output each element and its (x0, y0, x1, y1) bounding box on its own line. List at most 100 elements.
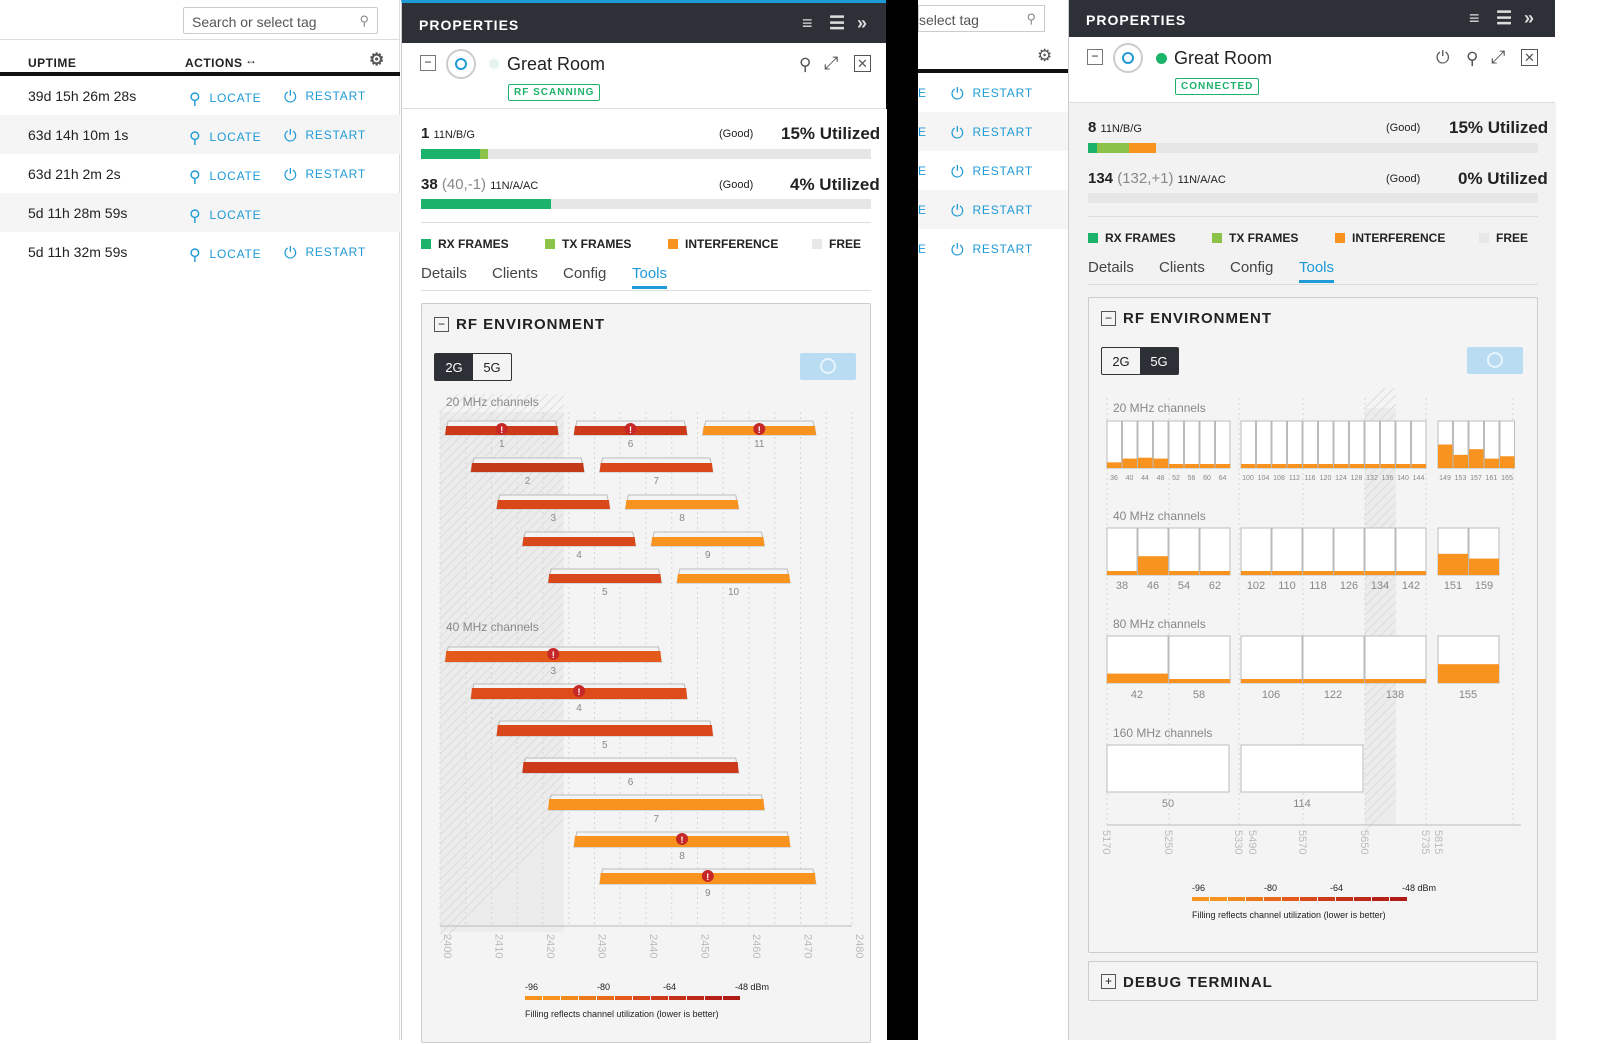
label-80mhz: 80 MHz channels (1113, 617, 1206, 631)
channel-label: 149 (1439, 475, 1451, 482)
table-row-bg[interactable]: E ⏻ RESTART (918, 229, 1068, 268)
tab-config-2[interactable]: Config (1230, 259, 1274, 276)
menu-icon-2[interactable]: ☰ (1496, 8, 1514, 28)
restart-action-bg[interactable]: ⏻ RESTART (951, 164, 1033, 181)
band-2g-button-2[interactable]: 2G (1112, 354, 1130, 369)
collapse-icon[interactable]: − (420, 55, 436, 71)
hatch-line (1364, 601, 1397, 634)
channel-label: 132 (1366, 475, 1378, 482)
collapse-panel-icon-2[interactable]: » (1524, 8, 1536, 28)
radio-5g-quality-2: (Good) (1386, 173, 1421, 185)
locate-action[interactable]: ⚲ LOCATE (189, 91, 262, 108)
col-actions[interactable]: ACTIONS (185, 56, 243, 70)
rf-environment-box-2: − RF ENVIRONMENT 2G 5G 20 MHz channels 36 4… (1088, 297, 1538, 953)
scale-swatch (1372, 897, 1389, 901)
tab-clients-2[interactable]: Clients (1159, 259, 1205, 276)
expand-icon-2[interactable]: ⤢ (1491, 47, 1506, 67)
channel-outline (1395, 527, 1427, 576)
restart-action[interactable]: ⏻ RESTART (284, 128, 366, 145)
restart-action-bg[interactable]: ⏻ RESTART (951, 86, 1033, 103)
column-settings-icon-bg[interactable]: ⚙ (1037, 46, 1053, 65)
expand-debug-icon[interactable]: + (1101, 974, 1116, 989)
tag-search-input[interactable]: Search or select tag ⚲ (183, 7, 378, 34)
band-selector-2: 2G 5G (1101, 347, 1179, 375)
restart-action-bg[interactable]: ⏻ RESTART (951, 125, 1033, 142)
tag-search-input-bg[interactable]: select tag ⚲ (918, 5, 1045, 32)
locate-action[interactable]: ⚲ LOCATE (189, 247, 262, 264)
close-icon[interactable]: ✕ (854, 55, 871, 72)
channel-label: 50 (1162, 798, 1174, 810)
locate-action-bg[interactable]: E (918, 125, 927, 139)
rf-collapse-icon[interactable]: − (434, 317, 449, 332)
tab-clients[interactable]: Clients (492, 265, 538, 282)
restart-action[interactable]: ⏻ RESTART (284, 167, 366, 184)
channel-fill-42 (1107, 673, 1168, 683)
locate-pin-icon-2[interactable]: ⚲ (1466, 49, 1479, 68)
rf-collapse-icon-2[interactable]: − (1101, 311, 1116, 326)
channel-label: 102 (1247, 580, 1265, 592)
locate-action[interactable]: ⚲ LOCATE (189, 169, 262, 186)
locate-action-bg[interactable]: E (918, 164, 927, 178)
radio-2g-util-bar (421, 149, 871, 159)
hatch-line (1364, 574, 1397, 607)
close-icon-2[interactable]: ✕ (1521, 49, 1538, 66)
hatch-line (439, 539, 564, 665)
collapse-icon-2[interactable]: − (1087, 49, 1103, 65)
tab-tools-2[interactable]: Tools (1299, 259, 1335, 283)
band-5g-button[interactable]: 5G (483, 360, 501, 375)
table-row-bg[interactable]: E ⏻ RESTART (918, 112, 1068, 151)
channel-fill-159 (1469, 558, 1499, 575)
channel-fill-106 (1241, 679, 1302, 683)
restart-action-bg[interactable]: ⏻ RESTART (951, 242, 1033, 259)
locate-action-bg[interactable]: E (918, 86, 927, 100)
sort-icon[interactable]: ≡ (802, 13, 814, 33)
expand-icon[interactable]: ⤢ (824, 53, 839, 73)
restart-action-bg[interactable]: ⏻ RESTART (951, 203, 1033, 220)
table-row[interactable]: 63d 21h 2m 2s ⚲ LOCATE ⏻ RESTART (0, 154, 400, 193)
radio-5g-util-bar (421, 199, 871, 209)
scan-button-2[interactable] (1467, 347, 1523, 374)
column-settings-icon[interactable]: ⚙ (369, 50, 385, 69)
device-list-panel: Search or select tag ⚲ UPTIME ACTIONS ↔ ⚙… (0, 0, 400, 1040)
resize-icon[interactable]: ↔ (245, 53, 258, 67)
hatch-line (439, 683, 564, 809)
menu-icon[interactable]: ☰ (829, 13, 847, 33)
tab-details[interactable]: Details (421, 265, 467, 282)
channel-label: 42 (1131, 689, 1143, 701)
table-row[interactable]: 5d 11h 32m 59s ⚲ LOCATE ⏻ RESTART (0, 232, 400, 271)
warning-icon (495, 423, 508, 435)
table-row-bg[interactable]: E ⏻ RESTART (918, 151, 1068, 190)
freq-tick: 5735 (1419, 830, 1431, 854)
radio-2g-util: 15% Utilized (781, 124, 881, 143)
col-uptime[interactable]: UPTIME (28, 56, 77, 70)
restart-action[interactable]: ⏻ RESTART (284, 245, 366, 262)
channel-label: 60 (1203, 475, 1211, 482)
locate-pin-icon[interactable]: ⚲ (799, 55, 812, 74)
tab-details-2[interactable]: Details (1088, 259, 1134, 276)
locate-pin-icon: ⚲ (189, 208, 202, 225)
band-5g-button-2[interactable]: 5G (1140, 348, 1178, 374)
locate-action[interactable]: ⚲ LOCATE (189, 208, 262, 225)
debug-terminal-box[interactable]: + DEBUG TERMINAL (1088, 961, 1538, 1001)
collapse-panel-icon[interactable]: » (857, 13, 869, 33)
band-2g-button[interactable]: 2G (435, 354, 473, 380)
table-row-bg[interactable]: E ⏻ RESTART (918, 73, 1068, 112)
tab-config[interactable]: Config (563, 265, 607, 282)
table-row[interactable]: 5d 11h 28m 59s ⚲ LOCATE (0, 193, 400, 232)
locate-action-bg[interactable]: E (918, 242, 927, 256)
hatch-line (439, 394, 468, 422)
table-row[interactable]: 39d 15h 26m 28s ⚲ LOCATE ⏻ RESTART (0, 76, 400, 115)
restart-icon-2[interactable]: ⏻ (1436, 48, 1450, 67)
table-row[interactable]: 63d 14h 10m 1s ⚲ LOCATE ⏻ RESTART (0, 115, 400, 154)
locate-action-bg[interactable]: E (918, 203, 927, 217)
restart-action[interactable]: ⏻ RESTART (284, 89, 366, 106)
locate-action[interactable]: ⚲ LOCATE (189, 130, 262, 147)
scan-button[interactable] (800, 353, 856, 380)
radio-2g-util-2: 15% Utilized (1449, 118, 1549, 137)
rf-title-2: RF ENVIRONMENT (1123, 310, 1272, 327)
sort-icon-2[interactable]: ≡ (1469, 8, 1481, 28)
tab-tools[interactable]: Tools (632, 265, 668, 289)
channel-fill-110 (1272, 571, 1302, 575)
channel-fill-165 (1500, 456, 1515, 468)
table-row-bg[interactable]: E ⏻ RESTART (918, 190, 1068, 229)
